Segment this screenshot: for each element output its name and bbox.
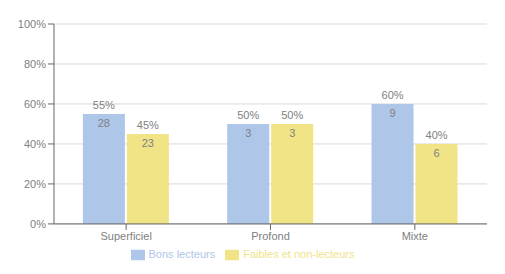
svg-text:60%: 60%: [24, 98, 46, 110]
svg-text:Mixte: Mixte: [402, 230, 428, 242]
svg-text:23: 23: [142, 137, 154, 149]
svg-text:55%: 55%: [93, 99, 115, 111]
svg-text:3: 3: [245, 127, 251, 139]
svg-text:28: 28: [98, 117, 110, 129]
svg-text:6: 6: [433, 147, 439, 159]
svg-text:60%: 60%: [382, 89, 404, 101]
svg-text:Profond: Profond: [251, 230, 290, 242]
svg-text:3: 3: [289, 127, 295, 139]
svg-text:9: 9: [389, 107, 395, 119]
svg-text:40%: 40%: [426, 129, 448, 141]
svg-text:Superficiel: Superficiel: [100, 230, 151, 242]
svg-text:0%: 0%: [30, 218, 46, 230]
svg-text:100%: 100%: [18, 18, 46, 30]
html-text:Faibles et non-lecteurs: Faibles et non-lecteurs: [243, 247, 355, 260]
svg-text:50%: 50%: [237, 109, 259, 121]
svg-text:80%: 80%: [24, 58, 46, 70]
svg-text:50%: 50%: [281, 109, 303, 121]
svg-text:45%: 45%: [137, 119, 159, 131]
svg-text:40%: 40%: [24, 138, 46, 150]
html-text:Bons lecteurs: Bons lecteurs: [148, 247, 216, 260]
svg-text:20%: 20%: [24, 178, 46, 190]
